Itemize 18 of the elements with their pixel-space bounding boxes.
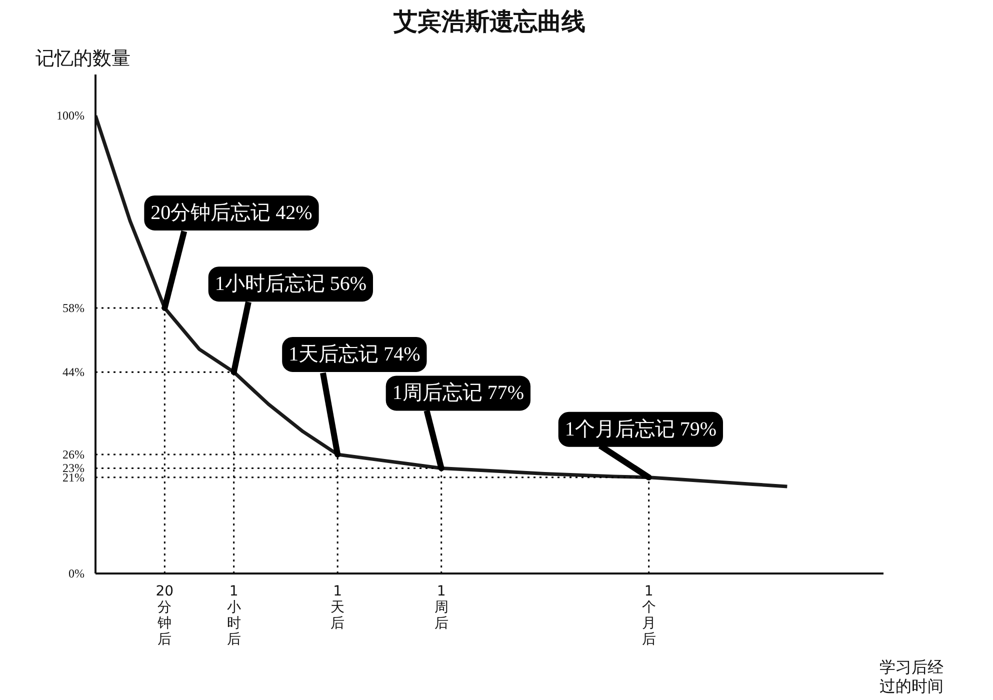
y-tick-label: 58% bbox=[62, 300, 85, 315]
y-tick-label: 0% bbox=[68, 566, 85, 580]
x-axis-title: 学习后经过的时间 bbox=[880, 658, 944, 696]
annotation: 1天后忘记 74% bbox=[288, 342, 420, 366]
x-tick-label: 1天后 bbox=[330, 584, 345, 632]
annotation: 1小时后忘记 56% bbox=[214, 272, 367, 296]
x-tick-label: 20分钟后 bbox=[156, 584, 174, 648]
annotation: 20分钟后忘记 42% bbox=[150, 200, 312, 224]
annotation: 1个月后忘记 79% bbox=[564, 417, 717, 440]
x-tick-label: 1周后 bbox=[434, 584, 448, 632]
chart-title: 艾宾浩斯遗忘曲线 bbox=[392, 8, 586, 36]
y-tick-label: 44% bbox=[62, 365, 85, 380]
y-tick-label: 26% bbox=[62, 447, 85, 462]
y-axis-title: 记忆的数量 bbox=[36, 48, 130, 70]
annotation: 1周后忘记 77% bbox=[392, 381, 524, 404]
y-tick-label: 100% bbox=[56, 108, 85, 123]
x-tick-label: 1小时后 bbox=[226, 584, 241, 648]
x-tick-label: 1个月后 bbox=[642, 584, 656, 648]
